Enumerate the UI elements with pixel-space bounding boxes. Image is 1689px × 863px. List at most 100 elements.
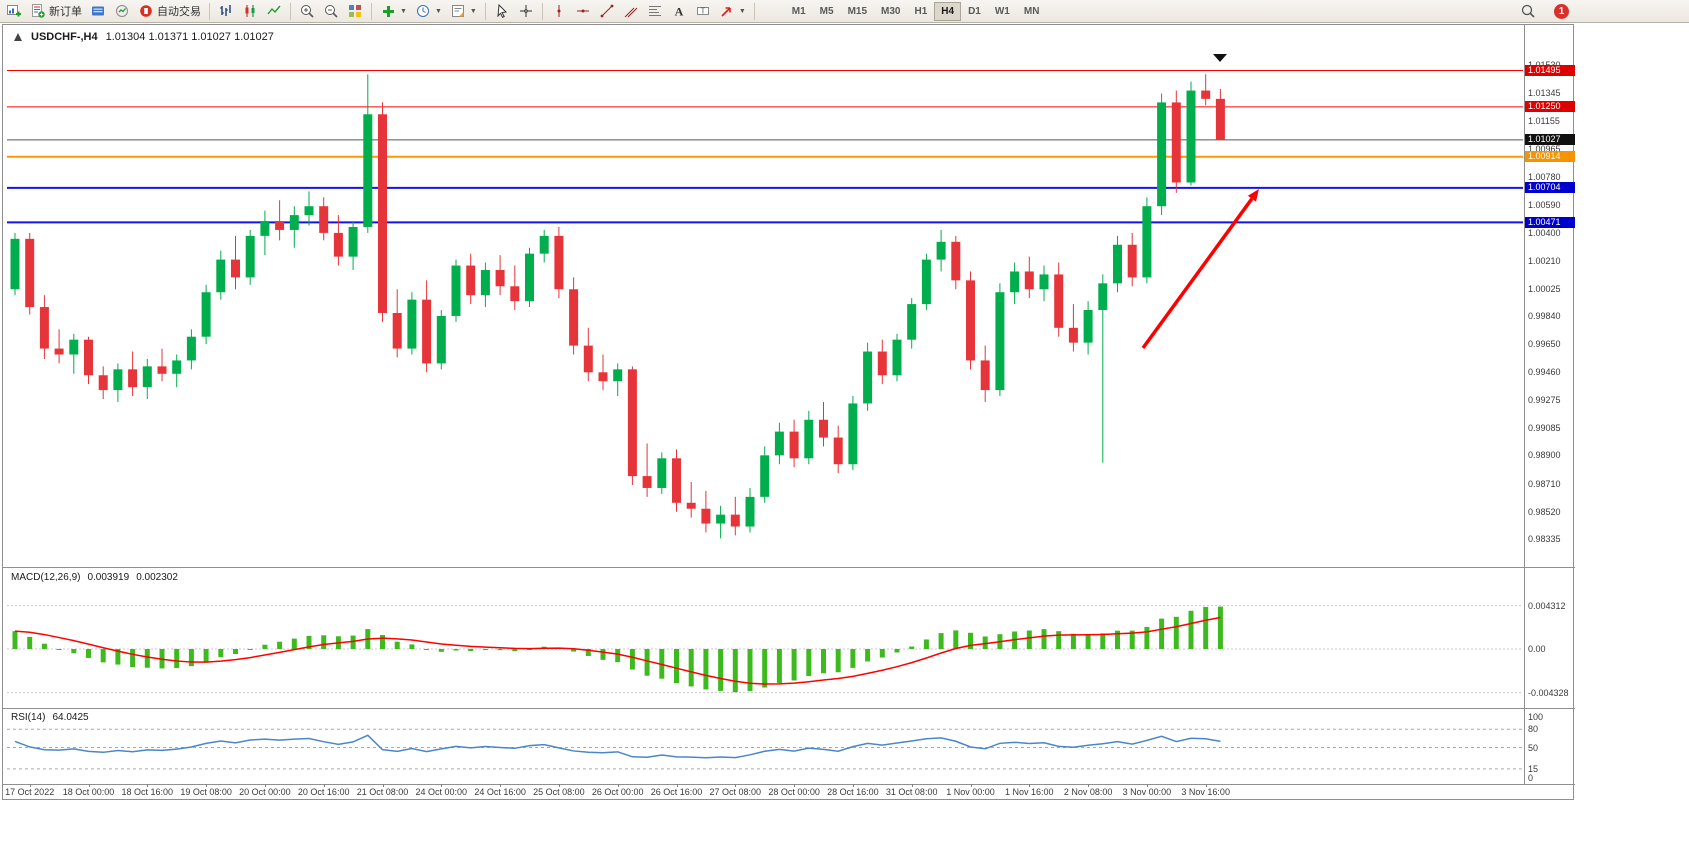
price-tag: 1.01027 (1525, 134, 1575, 146)
time-axis-tick (206, 784, 208, 787)
pane-separator[interactable] (3, 708, 1575, 709)
rsi-label: RSI(14) 64.0425 (11, 712, 89, 723)
price-axis-label: 1.00210 (1528, 256, 1561, 267)
new-order-button[interactable]: 新订单 (26, 1, 86, 22)
timeframe-button-w1[interactable]: W1 (988, 2, 1017, 21)
tile-windows-icon (349, 5, 361, 17)
timeframe-button-m5[interactable]: M5 (813, 2, 841, 21)
dropdown-caret-icon: ▼ (738, 7, 746, 15)
candles-layer (10, 74, 1225, 539)
crosshair-tool-button[interactable] (514, 1, 538, 22)
text-tool-button[interactable]: A (667, 1, 691, 22)
time-axis-label: 18 Oct 00:00 (62, 787, 115, 797)
price-tag: 1.00914 (1525, 151, 1575, 163)
timeframe-button-h4[interactable]: H4 (934, 1, 962, 21)
axis-separator (3, 784, 1575, 785)
zoom-out-button[interactable] (319, 1, 343, 22)
time-axis-tick (676, 784, 678, 787)
rsi-indicator-panel[interactable] (3, 25, 1524, 801)
time-axis-tick (735, 784, 737, 787)
timeframe-button-m15[interactable]: M15 (841, 2, 874, 21)
horizontal-lines-layer (7, 70, 1523, 224)
zoom-in-button[interactable] (295, 1, 319, 22)
vertical-line-tool-button[interactable] (547, 1, 571, 22)
shapes-tool-button[interactable]: ▼ (715, 1, 750, 22)
notification-badge[interactable]: 1 (1554, 3, 1569, 19)
time-axis-label: 2 Nov 08:00 (1063, 787, 1113, 797)
timeframe-button-m30[interactable]: M30 (874, 2, 907, 21)
bar-chart-type-button[interactable] (214, 1, 238, 22)
ohlc-values: 1.01304 1.01371 1.01027 1.01027 (105, 31, 274, 43)
price-axis-label: 0.98520 (1528, 506, 1561, 517)
rsi-axis-label: 15 (1528, 763, 1539, 774)
periods-button[interactable]: ▼ (411, 1, 446, 22)
tile-windows-button[interactable] (343, 1, 367, 22)
candlestick-chart-icon (245, 5, 255, 17)
new-order-label: 新订单 (49, 6, 82, 18)
time-axis-label: 28 Oct 00:00 (768, 787, 820, 797)
candlestick-chart-type-button[interactable] (238, 1, 262, 22)
horizontal-line-tool-button[interactable] (571, 1, 595, 22)
auto-trading-button[interactable]: 自动交易 (134, 1, 205, 22)
indicators-button[interactable]: ▼ (376, 1, 411, 22)
toolbar-separator (484, 2, 486, 20)
macd-indicator-panel[interactable] (3, 25, 1524, 801)
time-axis-tick (558, 784, 560, 787)
channel-tool-button[interactable] (619, 1, 643, 22)
main-toolbar: 新订单 自动交易 ▼ ▼ ▼ (0, 0, 1689, 23)
rsi-value: 64.0425 (52, 712, 89, 723)
trendline-tool-button[interactable] (595, 1, 619, 22)
rsi-axis-label: 50 (1528, 742, 1539, 753)
time-axis-label: 20 Oct 16:00 (297, 787, 350, 797)
profiles-button[interactable] (86, 1, 110, 22)
price-axis-label: 0.99085 (1528, 422, 1561, 433)
arrow-shape-icon (721, 7, 731, 17)
time-axis-label: 1 Nov 16:00 (1005, 787, 1054, 797)
time-axis-tick (970, 784, 972, 787)
macd-label: MACD(12,26,9) 0.003919 0.002302 (11, 572, 178, 583)
toolbar-separator (290, 2, 291, 20)
timeframe-button-h1[interactable]: H1 (907, 2, 934, 21)
price-axis-label: 1.00590 (1528, 199, 1561, 210)
market-watch-button[interactable] (110, 1, 134, 22)
timeframe-button-mn[interactable]: MN (1017, 2, 1047, 21)
toolbar-separator (753, 2, 755, 20)
label-tool-button[interactable]: T (691, 1, 715, 22)
zoom-out-icon (325, 5, 338, 18)
price-axis-label: 0.99650 (1528, 339, 1561, 350)
cursor-tool-button[interactable] (490, 1, 514, 22)
text-label-icon: T (696, 7, 709, 16)
time-axis-tick (911, 784, 913, 787)
auto-trading-icon (140, 5, 152, 17)
main-price-chart[interactable] (3, 25, 1524, 591)
pane-separator[interactable] (3, 567, 1575, 568)
price-axis: 1.015301.013451.011551.009651.007801.005… (1525, 25, 1575, 784)
price-axis-label: 1.01345 (1528, 87, 1561, 98)
templates-button[interactable]: ▼ (446, 1, 481, 22)
macd-axis-label: -0.004328 (1528, 687, 1569, 698)
fibonacci-icon (648, 6, 661, 16)
timeframe-button-m1[interactable]: M1 (785, 2, 813, 21)
macd-signal-value: 0.002302 (136, 572, 178, 583)
fibonacci-tool-button[interactable] (643, 1, 667, 22)
time-axis-tick (1029, 784, 1031, 787)
vertical-line-icon (557, 5, 561, 17)
time-axis-tick (794, 784, 796, 787)
time-axis-tick (500, 784, 502, 787)
line-chart-type-button[interactable] (262, 1, 286, 22)
price-tag: 1.01250 (1525, 101, 1575, 113)
time-axis-tick (323, 784, 325, 787)
time-axis-tick (1088, 784, 1090, 787)
macd-signal-line (14, 616, 1221, 685)
chart-shift-marker[interactable] (1213, 54, 1227, 62)
chart-title: USDCHF-,H4 1.01304 1.01371 1.01027 1.010… (13, 31, 274, 43)
profiles-icon (92, 6, 104, 16)
timeframe-button-d1[interactable]: D1 (961, 2, 988, 21)
rsi-levels (7, 728, 1523, 770)
trend-arrow-object[interactable] (1141, 189, 1259, 350)
time-axis-label: 31 Oct 08:00 (885, 787, 938, 797)
search-button[interactable] (1516, 1, 1540, 22)
new-chart-button[interactable] (2, 1, 26, 22)
price-axis-label: 0.98335 (1528, 534, 1561, 545)
price-axis-label: 0.99840 (1528, 310, 1561, 321)
